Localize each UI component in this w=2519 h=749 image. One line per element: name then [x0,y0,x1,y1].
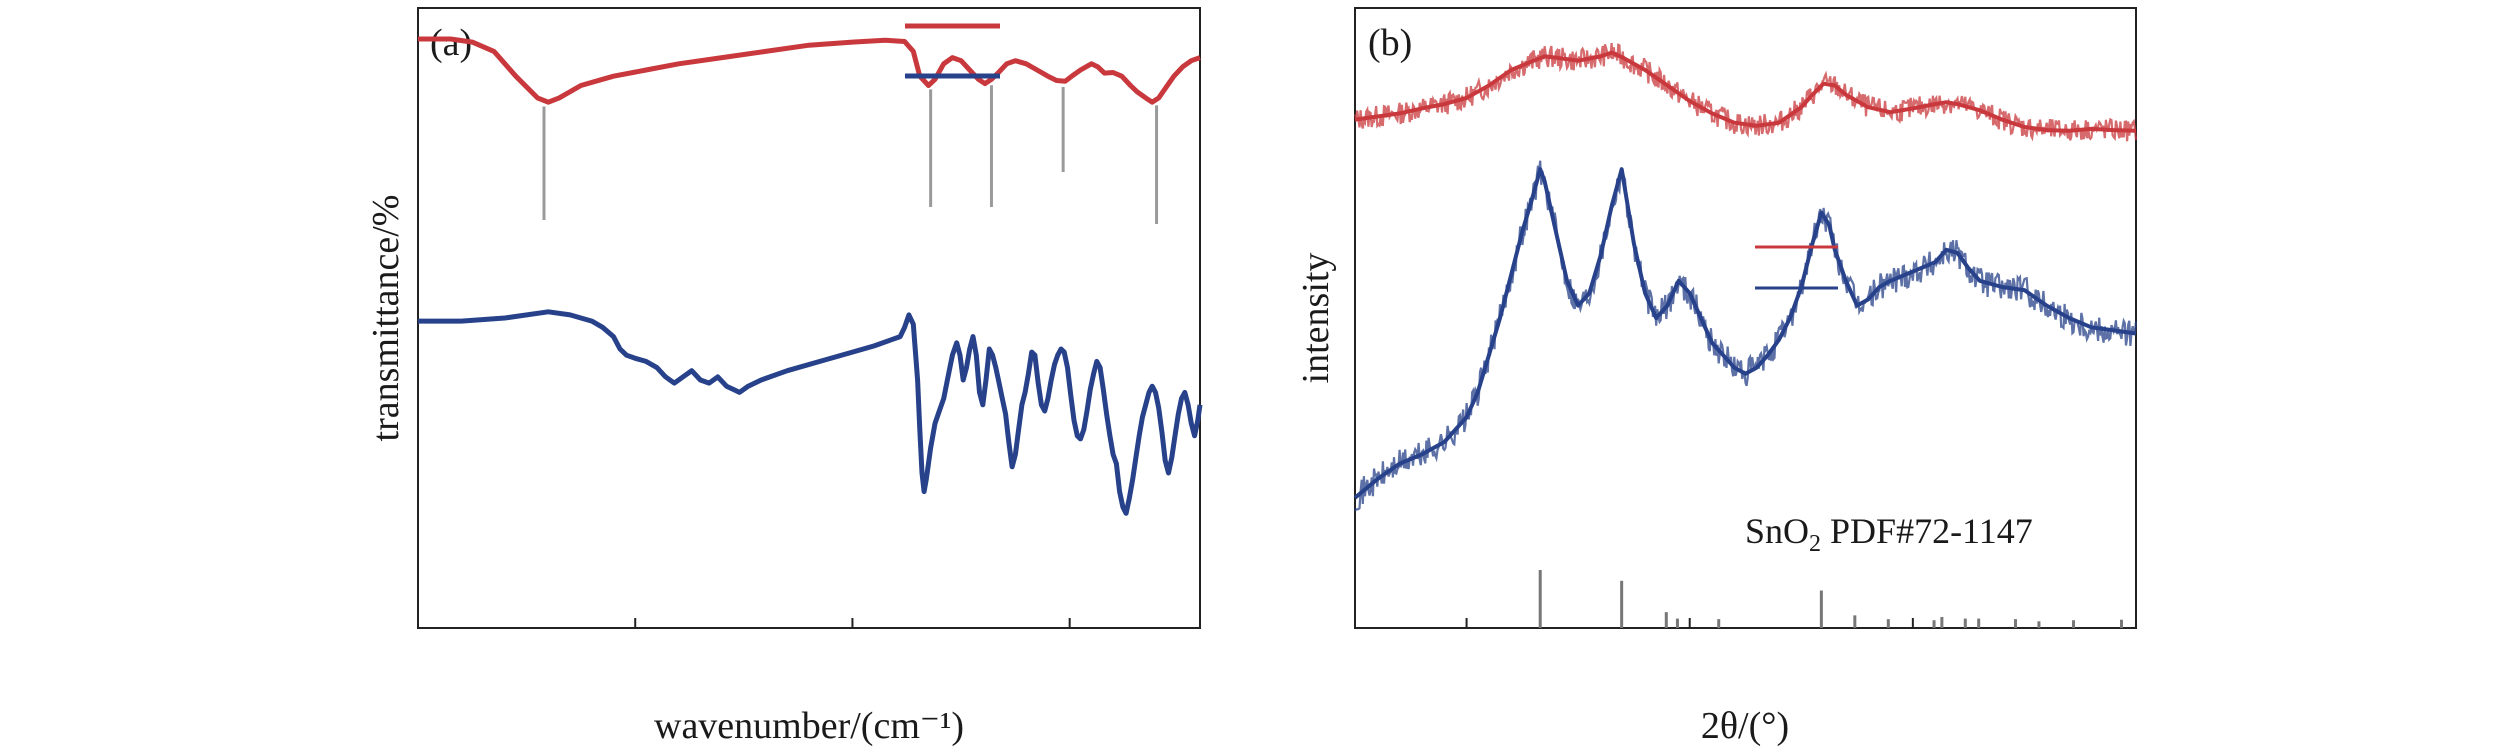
ftir-legend [905,23,1000,79]
xrd-panel: (b) SnO2 PDF#72-1147 2θ/(°) intensity [1295,7,2138,747]
ftir-band-annotations [542,85,1159,224]
xrd-x-axis-label: 2θ/(°) [1701,705,1789,747]
xrd-x-ticks [1465,618,2137,628]
ftir-panel: (a) wavenumber/(cm⁻¹) transmittance/% [365,7,1203,747]
xrd-noise-snmof-moo3 [1354,160,2138,512]
sno2-reference-pattern [1538,570,2123,628]
sno2-label-subscript: 2 [1809,531,1821,557]
xrd-legend [1755,245,1838,290]
ftir-series [418,36,1203,516]
ftir-plot-frame [417,7,1201,629]
sno2-label-prefix: SnO [1745,511,1809,551]
ftir-y-axis-label: transmittance/% [365,195,407,442]
xrd-plot-frame [1354,7,2137,629]
sno2-reference-label: SnO2 PDF#72-1147 [1745,511,2033,557]
xrd-y-axis-label: intensity [1295,253,1337,384]
ftir-x-axis-label: wavenumber/(cm⁻¹) [654,705,964,747]
sno2-label-suffix: PDF#72-1147 [1821,511,2033,551]
panel-b-label: (b) [1368,22,1412,64]
ftir-x-ticks [417,618,1071,628]
ftir-line-pta [418,309,1203,516]
xrd-line-snmof [1354,50,2137,133]
xrd-line-snmof-moo3 [1353,167,2137,500]
ftir-line-sn-mof [418,36,1201,105]
xrd-series [1353,43,2138,512]
